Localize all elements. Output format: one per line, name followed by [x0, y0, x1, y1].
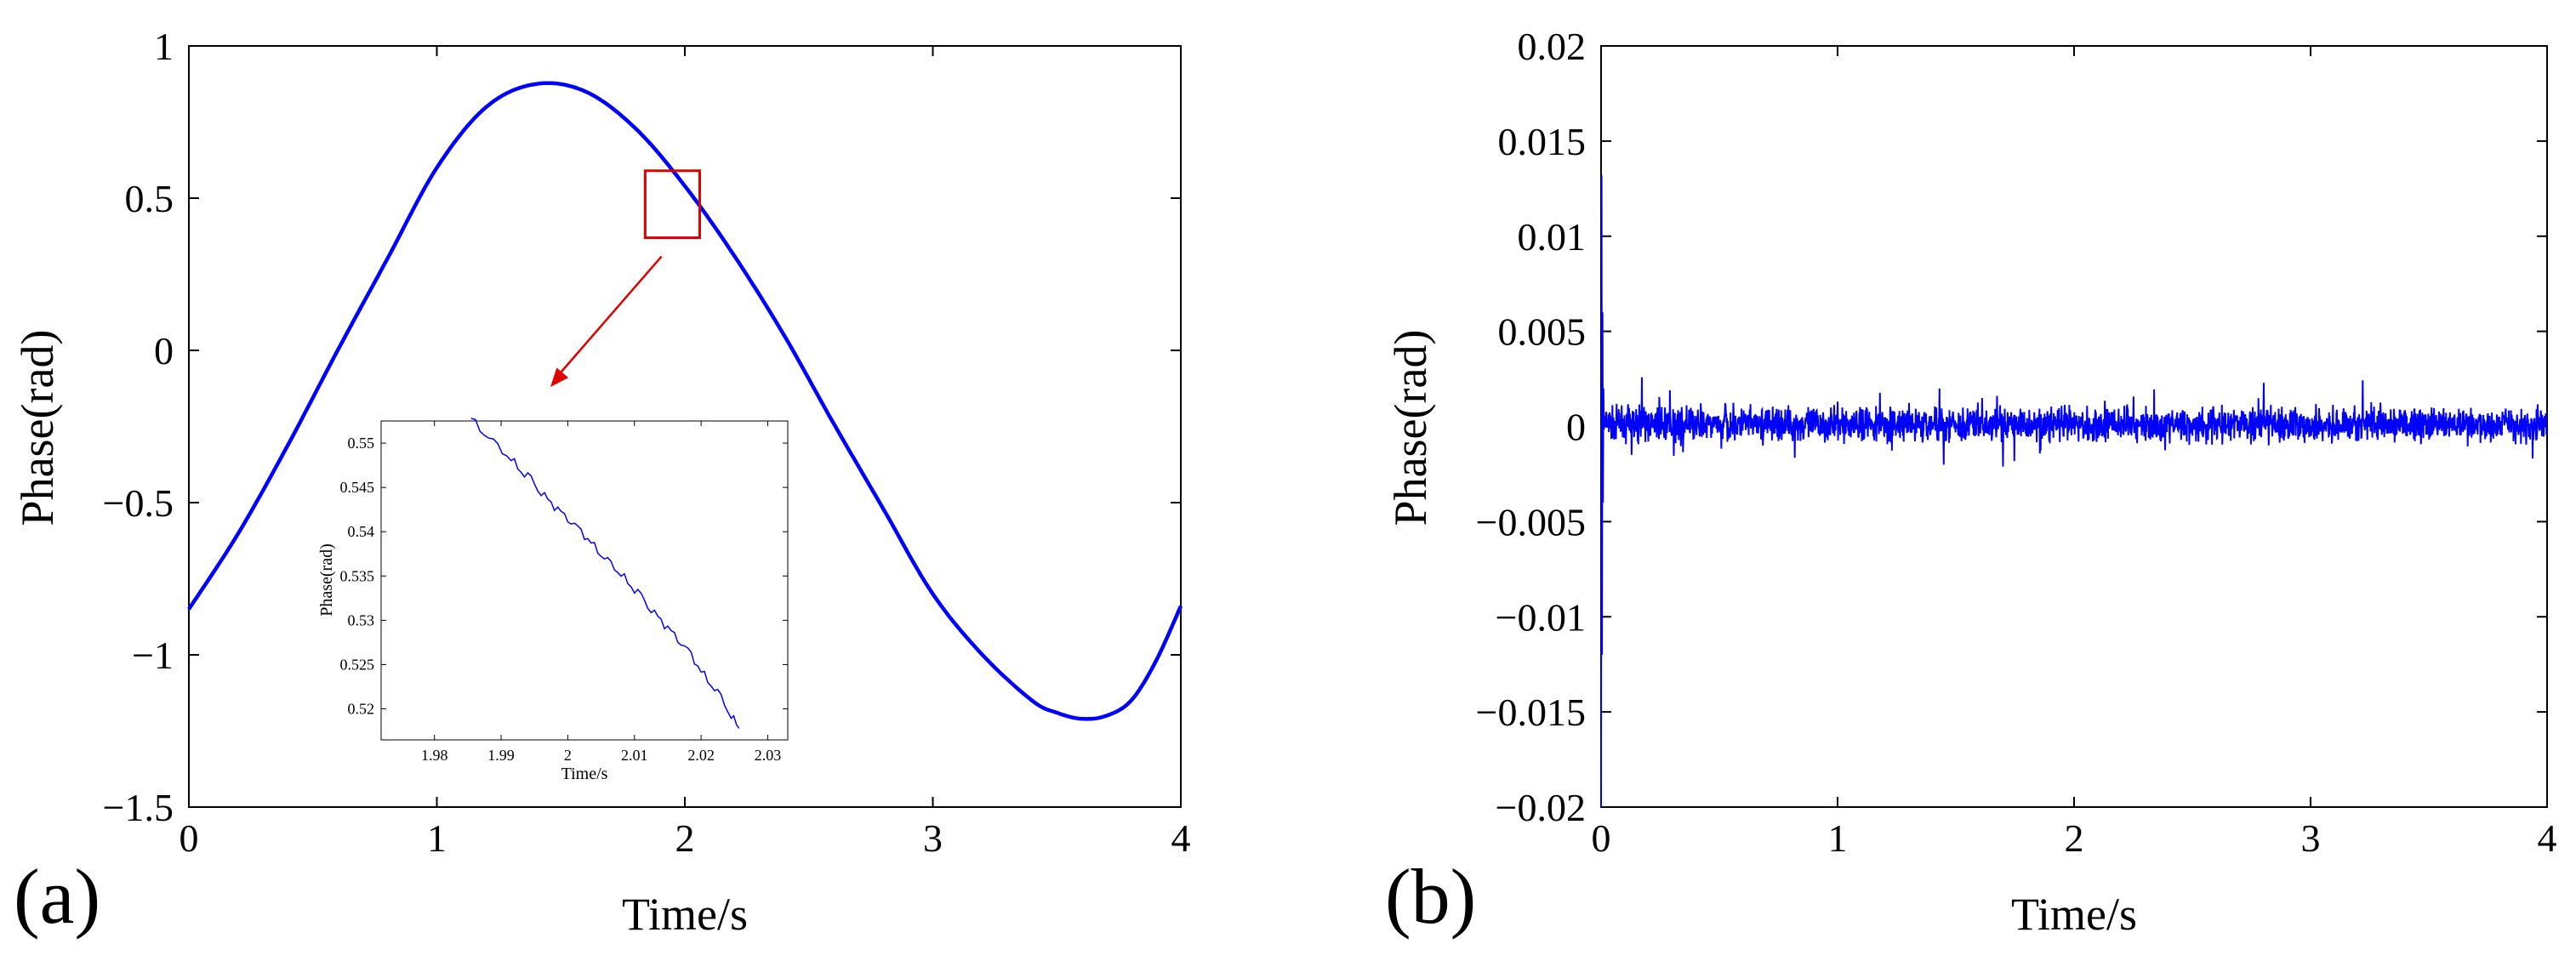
panel-a-annotations — [550, 169, 701, 387]
panel-a-x-tick-label: 1 — [427, 816, 447, 860]
inset-y-tick-label: 0.53 — [348, 611, 375, 628]
panel-b-y-tick-label: 0.01 — [1518, 215, 1587, 259]
zoom-arrow-head — [550, 367, 569, 387]
inset-x-ticks: 1.98 1.99 2 2.01 2.02 2.03 — [421, 421, 781, 764]
panel-a-series — [187, 81, 1183, 721]
panel-a-label: (a) — [14, 853, 100, 940]
inset-y-axis-title: Phase(rad) — [317, 543, 336, 617]
panel-b-x-tick-label: 1 — [1828, 816, 1848, 860]
panel-a-y-tick-label: −1 — [132, 634, 174, 677]
inset-x-axis-title: Time/s — [561, 765, 608, 783]
panel-b-y-tick-label: 0.02 — [1518, 25, 1587, 68]
panel-b-label: (b) — [1385, 853, 1476, 940]
inset-y-tick-label: 0.55 — [348, 435, 375, 452]
zoom-box — [643, 169, 701, 240]
panel-b-y-tick-label: 0.015 — [1498, 120, 1587, 163]
panel-b-series — [1600, 175, 2548, 808]
panel-a-y-tick-label: −0.5 — [103, 481, 174, 525]
panel-b: 0 1 2 3 4 0.02 0.015 0.01 0.005 0 −0.005 −0.01 −0.0… — [1385, 25, 2557, 940]
inset-x-tick-label: 2 — [564, 747, 572, 764]
panel-b-y-axis-title: Phase(rad) — [1385, 330, 1436, 526]
panel-a-series-line — [187, 81, 1183, 721]
inset-series — [470, 418, 740, 729]
panel-b-y-tick-label: −0.015 — [1476, 691, 1586, 734]
inset-x-tick-label: 2.01 — [621, 747, 648, 764]
inset-x-tick-label: 2.03 — [755, 747, 782, 764]
panel-b-x-tick-label: 4 — [2538, 816, 2557, 860]
panel-a-x-ticks: 0 1 2 3 4 — [180, 46, 1191, 860]
inset-y-tick-label: 0.52 — [348, 701, 375, 718]
panel-a-y-tick-label: −1.5 — [103, 786, 174, 829]
panel-b-y-tick-label: 0 — [1566, 406, 1586, 449]
panel-a-x-tick-label: 4 — [1171, 816, 1191, 860]
panel-a-x-tick-label: 0 — [180, 816, 199, 860]
inset-series-line — [470, 418, 740, 729]
panel-a-y-tick-label: 0 — [154, 329, 174, 372]
panel-a-y-axis-title: Phase(rad) — [12, 330, 63, 526]
panel-b-y-tick-label: 0.005 — [1498, 310, 1587, 354]
panel-a-y-ticks: 1 0.5 0 −0.5 −1 −1.5 — [103, 25, 1181, 829]
panel-a-x-tick-label: 3 — [923, 816, 943, 860]
panel-b-x-axis-title: Time/s — [2011, 889, 2137, 940]
inset-x-tick-label: 1.98 — [421, 747, 448, 764]
inset-x-tick-label: 2.02 — [687, 747, 715, 764]
inset-frame — [380, 420, 789, 741]
panel-b-y-tick-label: −0.005 — [1476, 500, 1586, 543]
panel-b-x-tick-label: 3 — [2301, 816, 2321, 860]
panel-a-y-tick-label: 1 — [154, 25, 174, 68]
panel-b-x-tick-label: 2 — [2065, 816, 2084, 860]
panel-a-y-tick-label: 0.5 — [125, 177, 174, 220]
panel-b-y-tick-label: −0.02 — [1496, 786, 1586, 829]
panel-b-y-tick-label: −0.01 — [1496, 595, 1586, 639]
inset-y-tick-label: 0.535 — [340, 567, 375, 584]
panel-b-x-tick-label: 0 — [1592, 816, 1611, 860]
panel-b-y-ticks: 0.02 0.015 0.01 0.005 0 −0.005 −0.01 −0.015 −0.0… — [1476, 25, 2547, 829]
inset-y-tick-label: 0.54 — [348, 523, 375, 540]
inset-y-ticks: 0.55 0.545 0.54 0.535 0.53 0.525 0.52 — [340, 435, 788, 718]
panel-a-x-axis-title: Time/s — [622, 889, 748, 940]
inset-x-tick-label: 1.99 — [487, 747, 515, 764]
inset-y-tick-label: 0.525 — [340, 656, 375, 673]
panel-a-inset: 1.98 1.99 2 2.01 2.02 2.03 0.55 0.545 0.54 0.535… — [317, 418, 789, 783]
zoom-arrow-line — [555, 255, 663, 379]
panel-b-series-line — [1600, 175, 2548, 808]
panel-a-x-tick-label: 2 — [675, 816, 695, 860]
inset-y-tick-label: 0.545 — [340, 479, 375, 496]
